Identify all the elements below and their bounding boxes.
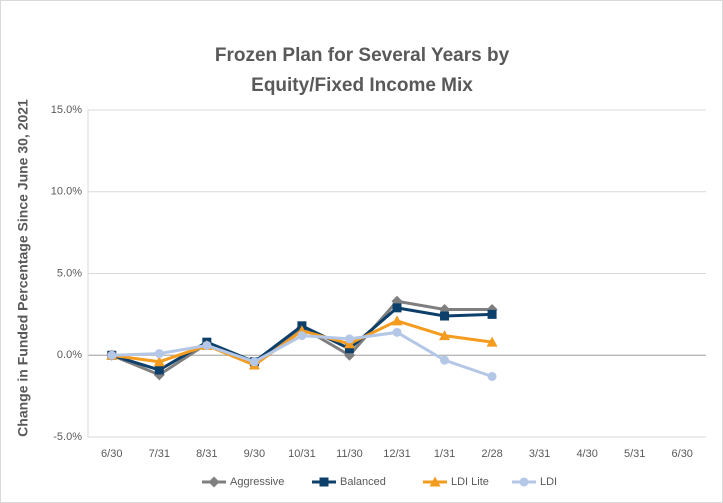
- marker: [297, 331, 307, 341]
- x-tick-label: 11/30: [336, 448, 363, 460]
- chart-title: Equity/Fixed Income Mix: [251, 75, 473, 96]
- marker: [392, 327, 402, 337]
- marker: [154, 365, 164, 375]
- legend-label: Aggressive: [230, 476, 284, 488]
- legend-label: LDI Lite: [451, 476, 489, 488]
- marker: [440, 311, 450, 321]
- x-tick-label: 10/31: [288, 448, 316, 460]
- x-tick-label: 1/31: [434, 448, 455, 460]
- marker: [487, 309, 497, 319]
- marker: [487, 372, 497, 382]
- chart-title: Frozen Plan for Several Years by: [215, 45, 510, 66]
- x-tick-label: 3/31: [529, 448, 550, 460]
- legend-label: Balanced: [340, 476, 386, 488]
- y-tick-label: 10.0%: [51, 186, 82, 198]
- x-tick-label: 9/30: [244, 448, 265, 460]
- marker: [391, 315, 403, 326]
- marker: [486, 336, 498, 347]
- x-tick-label: 6/30: [672, 448, 693, 460]
- x-tick-label: 8/31: [196, 448, 217, 460]
- x-tick-label: 2/28: [481, 448, 502, 460]
- marker: [439, 330, 451, 341]
- legend-label: LDI: [540, 476, 557, 488]
- marker: [344, 344, 354, 354]
- y-tick-label: 0.0%: [57, 349, 82, 361]
- marker: [249, 357, 259, 367]
- x-tick-label: 6/30: [101, 448, 122, 460]
- y-tick-label: -5.0%: [53, 431, 82, 443]
- y-tick-label: 5.0%: [57, 267, 82, 279]
- marker: [344, 334, 354, 344]
- y-axis-label: Change in Funded Percentage Since June 3…: [15, 99, 31, 437]
- x-tick-label: 5/31: [624, 448, 645, 460]
- x-tick-label: 7/31: [149, 448, 170, 460]
- marker: [107, 350, 117, 360]
- marker: [519, 477, 529, 487]
- marker: [153, 356, 165, 367]
- marker: [429, 476, 441, 487]
- x-tick-label: 12/31: [383, 448, 411, 460]
- marker: [440, 355, 450, 365]
- y-tick-label: 15.0%: [51, 104, 82, 116]
- marker: [208, 476, 220, 488]
- marker: [319, 477, 329, 487]
- x-tick-label: 4/30: [576, 448, 597, 460]
- marker: [392, 303, 402, 313]
- marker: [154, 349, 164, 359]
- marker: [202, 340, 212, 350]
